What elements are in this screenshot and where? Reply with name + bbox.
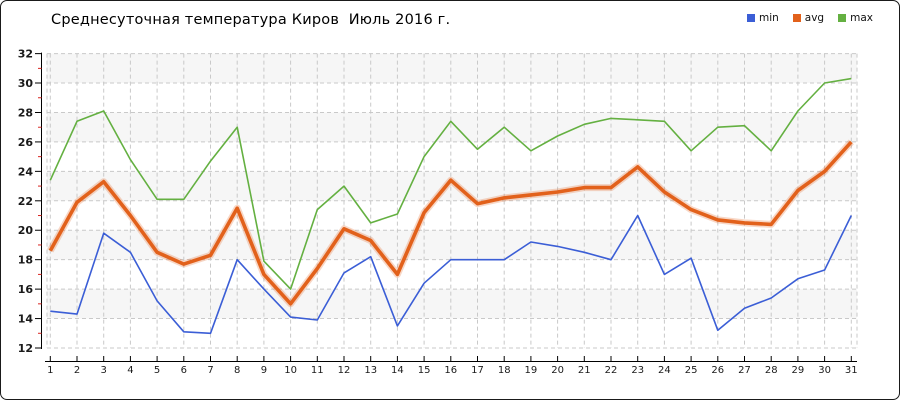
y-axis-tick-label: 24 bbox=[18, 165, 34, 178]
plot-stripe-band bbox=[47, 289, 857, 319]
legend-item-max[interactable]: max bbox=[838, 12, 873, 24]
x-axis-tick-label: 4 bbox=[127, 365, 133, 376]
x-axis-tick-label: 28 bbox=[765, 365, 778, 376]
legend-item-min[interactable]: min bbox=[746, 12, 779, 24]
x-axis-tick-label: 9 bbox=[261, 365, 267, 376]
legend-swatch-min-icon bbox=[746, 14, 755, 22]
legend-item-avg[interactable]: avg bbox=[792, 12, 825, 24]
x-axis-tick-label: 19 bbox=[525, 365, 538, 376]
y-axis-tick-label: 16 bbox=[18, 283, 34, 296]
x-axis-tick-label: 22 bbox=[605, 365, 618, 376]
x-axis-tick-label: 26 bbox=[711, 365, 724, 376]
plot-stripe-band bbox=[47, 112, 857, 142]
legend-swatch-max-icon bbox=[838, 14, 847, 22]
x-axis-tick-label: 11 bbox=[311, 365, 324, 376]
legend-swatch-avg-icon bbox=[792, 14, 801, 22]
x-axis-tick-label: 20 bbox=[551, 365, 564, 376]
x-axis-tick-label: 5 bbox=[154, 365, 160, 376]
x-axis-tick-label: 10 bbox=[284, 365, 297, 376]
x-axis-tick-label: 21 bbox=[578, 365, 591, 376]
y-axis-tick-label: 12 bbox=[18, 342, 33, 355]
x-axis-tick-label: 6 bbox=[181, 365, 187, 376]
chart-title: Среднесуточная температура Киров Июль 20… bbox=[51, 12, 451, 28]
x-axis-tick-label: 1 bbox=[47, 365, 53, 376]
y-axis-tick-label: 32 bbox=[18, 48, 33, 61]
legend-label-min: min bbox=[758, 12, 779, 24]
y-axis-tick-label: 20 bbox=[18, 224, 34, 237]
x-axis-tick-label: 2 bbox=[74, 365, 80, 376]
y-axis-tick-label: 22 bbox=[18, 195, 33, 208]
x-axis-tick-label: 3 bbox=[101, 365, 107, 376]
x-axis-tick-label: 23 bbox=[631, 365, 644, 376]
y-axis-tick-label: 26 bbox=[18, 136, 34, 149]
x-axis-tick-label: 30 bbox=[818, 365, 831, 376]
plot-stripe-band bbox=[47, 230, 857, 260]
y-axis-tick-label: 14 bbox=[18, 313, 34, 326]
x-axis-tick-label: 16 bbox=[444, 365, 457, 376]
x-axis-tick-label: 14 bbox=[391, 365, 404, 376]
x-axis-tick-label: 12 bbox=[338, 365, 351, 376]
series-max-line bbox=[49, 77, 852, 290]
plot-stripe-band bbox=[47, 53, 857, 84]
series-min-line bbox=[50, 214, 853, 335]
x-axis-tick-label: 17 bbox=[471, 365, 484, 376]
x-axis-tick-label: 7 bbox=[207, 365, 213, 376]
x-axis-tick-label: 15 bbox=[418, 365, 431, 376]
x-axis-tick-label: 31 bbox=[845, 365, 858, 376]
y-axis-tick-label: 28 bbox=[18, 106, 33, 119]
x-axis-tick-label: 13 bbox=[364, 365, 377, 376]
x-axis-tick-label: 25 bbox=[685, 365, 698, 376]
y-axis-tick-label: 30 bbox=[18, 77, 34, 90]
x-axis-tick-label: 29 bbox=[792, 365, 805, 376]
x-axis-tick-label: 18 bbox=[498, 365, 511, 376]
y-axis-tick-label: 18 bbox=[18, 254, 33, 267]
x-axis-tick-label: 8 bbox=[234, 365, 240, 376]
plot-stripe-band bbox=[47, 171, 857, 201]
x-axis-tick-label: 27 bbox=[738, 365, 751, 376]
legend: min avg max bbox=[746, 12, 873, 24]
legend-label-avg: avg bbox=[804, 12, 825, 24]
legend-label-max: max bbox=[850, 12, 873, 24]
x-axis-tick-label: 24 bbox=[658, 365, 671, 376]
series-avg-line bbox=[48, 140, 853, 306]
